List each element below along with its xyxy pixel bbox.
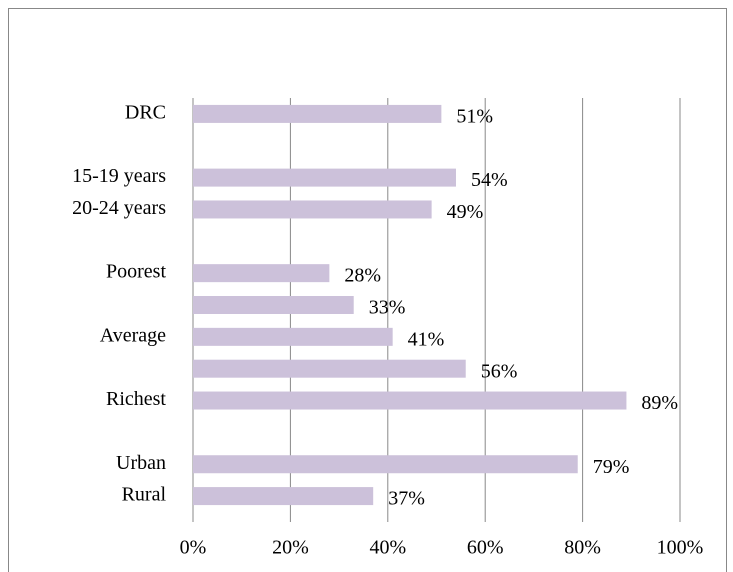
y-tick-label: 20-24 years bbox=[72, 197, 166, 219]
bar bbox=[193, 168, 456, 187]
value-label: 79% bbox=[593, 456, 630, 478]
bar bbox=[193, 200, 432, 219]
value-label: 28% bbox=[344, 265, 381, 287]
x-tick-label: 0% bbox=[180, 537, 207, 559]
value-label: 54% bbox=[471, 169, 508, 191]
bar bbox=[193, 104, 442, 123]
bar bbox=[193, 296, 354, 314]
y-tick-label: Urban bbox=[116, 452, 166, 474]
y-tick-label: Average bbox=[100, 324, 166, 346]
x-tick-label: 80% bbox=[564, 537, 601, 559]
bar bbox=[193, 264, 330, 283]
x-tick-label: 100% bbox=[657, 537, 704, 559]
x-tick-label: 20% bbox=[272, 537, 309, 559]
bar bbox=[193, 487, 374, 506]
bar bbox=[193, 327, 393, 346]
y-tick-label: Rural bbox=[122, 484, 167, 506]
value-label: 37% bbox=[388, 488, 425, 510]
chart-frame bbox=[8, 8, 727, 572]
value-label: 56% bbox=[481, 360, 518, 382]
y-tick-label: Richest bbox=[106, 388, 166, 410]
y-tick-label: DRC bbox=[125, 102, 166, 124]
bar bbox=[193, 455, 578, 474]
value-label: 33% bbox=[369, 297, 406, 319]
value-label: 49% bbox=[447, 201, 484, 223]
bar bbox=[193, 359, 466, 378]
value-label: 41% bbox=[408, 328, 445, 350]
bar bbox=[193, 391, 627, 410]
y-tick-label: 15-19 years bbox=[72, 165, 166, 187]
x-tick-label: 60% bbox=[467, 537, 504, 559]
x-tick-label: 40% bbox=[369, 537, 406, 559]
value-label: 89% bbox=[641, 392, 678, 414]
y-tick-label: Poorest bbox=[106, 261, 166, 283]
value-label: 51% bbox=[456, 106, 493, 128]
